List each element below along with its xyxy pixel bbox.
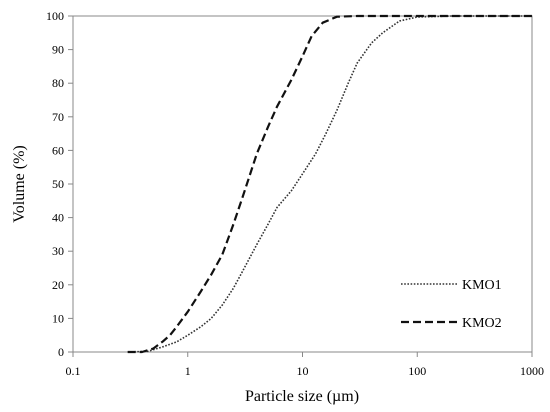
y-tick-label: 100 <box>46 9 64 23</box>
y-tick-label: 40 <box>52 211 64 225</box>
x-axis-label: Particle size (µm) <box>245 388 359 405</box>
plot-area-border <box>72 15 533 353</box>
plot-frame <box>72 15 533 353</box>
x-tick-label: 1000 <box>520 364 544 378</box>
y-tick-label: 70 <box>52 110 64 124</box>
y-axis-label: Volume (%) <box>11 145 28 222</box>
y-tick-label: 10 <box>52 311 64 325</box>
series-lines <box>127 14 532 354</box>
y-tick-label: 20 <box>52 278 64 292</box>
y-tick-label: 60 <box>52 143 64 157</box>
x-tick-label: 0.1 <box>66 364 81 378</box>
x-axis-ticks: 0.1 1 10 100 1000 <box>66 352 544 378</box>
y-tick-label: 0 <box>58 345 64 359</box>
legend: KMO1 KMO2 <box>401 278 502 331</box>
series-line-kmo2 <box>127 14 532 354</box>
y-tick-label: 90 <box>52 43 64 57</box>
x-tick-label: 10 <box>297 364 309 378</box>
series-line-kmo1 <box>127 15 532 353</box>
legend-label-kmo2: KMO2 <box>462 316 502 331</box>
y-tick-label: 80 <box>52 76 64 90</box>
x-tick-label: 1 <box>185 364 191 378</box>
x-tick-label: 100 <box>408 364 426 378</box>
y-tick-label: 50 <box>52 177 64 191</box>
y-tick-label: 30 <box>52 244 64 258</box>
legend-label-kmo1: KMO1 <box>462 278 502 293</box>
y-axis-ticks: 0 10 20 30 40 50 60 70 80 90 100 <box>46 9 73 359</box>
